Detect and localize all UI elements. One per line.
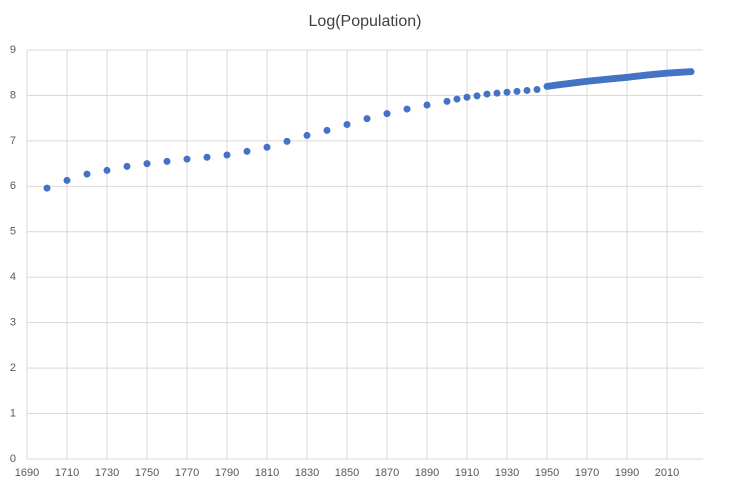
- x-tick-label: 1810: [255, 467, 279, 479]
- x-tick-label: 1990: [615, 467, 639, 479]
- x-tick-label: 2010: [655, 467, 679, 479]
- point: [43, 184, 51, 192]
- x-tick-label: 1750: [135, 467, 159, 479]
- x-tick-label: 1950: [535, 467, 559, 479]
- x-tick-label: 1790: [215, 467, 239, 479]
- point: [323, 126, 331, 134]
- point: [123, 162, 131, 170]
- y-tick-label: 8: [10, 89, 16, 101]
- point: [143, 160, 151, 168]
- y-tick-label: 6: [10, 180, 16, 192]
- point: [203, 153, 211, 161]
- point: [463, 93, 471, 101]
- point: [283, 137, 291, 145]
- point: [183, 155, 191, 163]
- point: [513, 87, 521, 95]
- x-tick-label: 1930: [495, 467, 519, 479]
- point: [493, 89, 501, 97]
- point: [403, 105, 411, 113]
- x-tick-label: 1870: [375, 467, 399, 479]
- x-tick-label: 1710: [55, 467, 79, 479]
- point: [443, 97, 451, 105]
- point: [473, 92, 481, 100]
- y-tick-label: 9: [10, 44, 16, 56]
- point: [163, 157, 171, 165]
- point: [83, 170, 91, 178]
- point: [687, 68, 695, 76]
- point: [223, 151, 231, 159]
- y-tick-label: 2: [10, 362, 16, 374]
- point: [243, 147, 251, 155]
- point: [503, 88, 511, 96]
- point: [363, 115, 371, 123]
- point: [423, 101, 431, 109]
- x-tick-label: 1850: [335, 467, 359, 479]
- y-tick-label: 0: [10, 453, 16, 465]
- point: [383, 110, 391, 118]
- point: [103, 166, 111, 174]
- chart-title: Log(Population): [309, 13, 422, 30]
- point: [483, 90, 491, 98]
- x-tick-label: 1830: [295, 467, 319, 479]
- x-tick-label: 1890: [415, 467, 439, 479]
- x-tick-label: 1690: [15, 467, 39, 479]
- point: [263, 143, 271, 151]
- y-tick-label: 4: [10, 271, 16, 283]
- point: [453, 95, 461, 103]
- y-tick-label: 3: [10, 317, 16, 329]
- point: [63, 176, 71, 184]
- x-tick-label: 1770: [175, 467, 199, 479]
- point: [303, 131, 311, 139]
- x-tick-label: 1730: [95, 467, 119, 479]
- point: [533, 86, 541, 94]
- y-tick-label: 5: [10, 226, 16, 238]
- point: [343, 121, 351, 129]
- point: [523, 86, 531, 94]
- x-tick-label: 1910: [455, 467, 479, 479]
- y-tick-label: 1: [10, 407, 16, 419]
- x-tick-label: 1970: [575, 467, 599, 479]
- y-tick-label: 7: [10, 135, 16, 147]
